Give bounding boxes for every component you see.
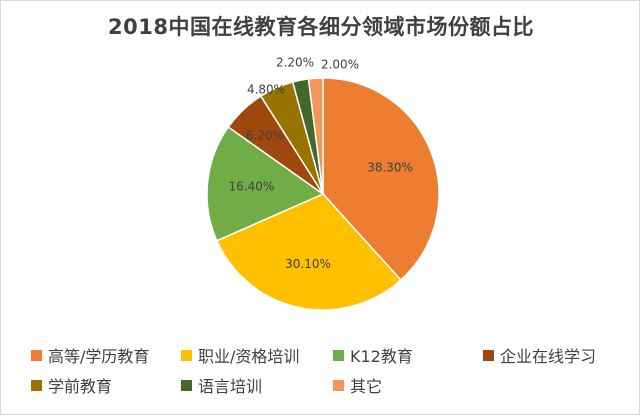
legend-swatch <box>483 349 494 361</box>
legend-swatch <box>31 379 42 391</box>
legend-swatch <box>31 349 42 361</box>
legend-item-1: 高等/学历教育 <box>31 343 149 367</box>
data-label-7: 2.00% <box>321 58 359 72</box>
legend-swatch <box>333 379 344 391</box>
data-label-3: 16.40% <box>229 179 275 193</box>
pie-slice-3 <box>206 125 325 242</box>
data-label-4: 6.20% <box>246 129 284 143</box>
data-label-5: 4.80% <box>247 83 285 97</box>
legend-label: 学前教育 <box>48 377 113 396</box>
pie-slice-7 <box>307 77 324 195</box>
legend-swatch <box>181 379 192 391</box>
pie-slice-1 <box>322 77 440 282</box>
legend-label: 职业/资格培训 <box>198 347 300 366</box>
legend-item-4: 企业在线学习 <box>483 343 596 367</box>
legend-item-6: 语言培训 <box>181 373 262 397</box>
legend-item-3: K12教育 <box>333 343 413 367</box>
data-label-6: 2.20% <box>276 56 314 70</box>
pie-slice-2 <box>215 193 402 311</box>
chart-title: 2018中国在线教育各细分领域市场份额占比 <box>108 15 534 39</box>
data-label-1: 38.30% <box>367 161 413 175</box>
legend-label: 企业在线学习 <box>500 347 597 366</box>
legend-label: 其它 <box>350 377 383 396</box>
legend-item-7: 其它 <box>333 373 382 397</box>
legend-swatch <box>333 349 344 361</box>
legend-swatch <box>181 349 192 361</box>
legend-item-5: 学前教育 <box>31 373 112 397</box>
data-label-2: 30.10% <box>285 257 331 271</box>
legend-label: K12教育 <box>350 347 413 366</box>
legend-item-2: 职业/资格培训 <box>181 343 299 367</box>
legend-label: 语言培训 <box>198 377 263 396</box>
legend-label: 高等/学历教育 <box>48 347 150 366</box>
